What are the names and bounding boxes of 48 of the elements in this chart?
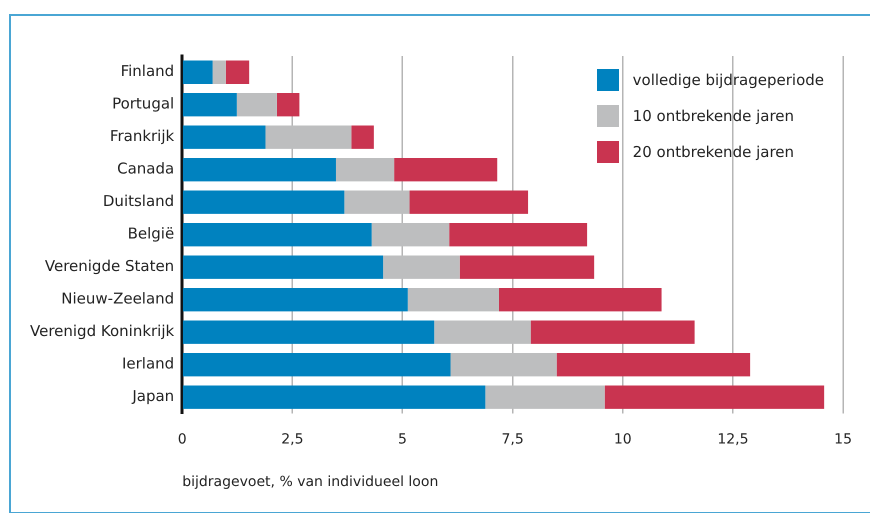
bar: [351, 126, 374, 149]
y-tick-label: België: [128, 224, 174, 243]
legend-label: 10 ontbrekende jaren: [632, 107, 794, 125]
y-tick-label: Duitsland: [102, 192, 174, 210]
bar: [276, 93, 300, 116]
x-tick-label: 7,5: [502, 431, 524, 448]
legend-label: 20 ontbrekende jaren: [632, 143, 794, 161]
y-tick-label: Ierland: [122, 354, 174, 373]
bar: [212, 60, 226, 84]
bar: [236, 93, 277, 116]
bar: [460, 255, 594, 279]
y-tick-label: Verenigde Staten: [44, 257, 174, 276]
x-tick-label: 0: [178, 431, 187, 448]
bar: [410, 190, 528, 214]
y-tick-label: Frankrijk: [110, 127, 175, 146]
x-tick-label: 15: [834, 431, 852, 448]
x-tick-label: 12,5: [717, 431, 749, 448]
bar: [182, 158, 336, 182]
bar: [336, 158, 394, 182]
bar: [182, 385, 486, 409]
bar: [182, 60, 213, 84]
x-axis-title: bijdragevoet, % van individueel loon: [182, 474, 438, 490]
bar: [556, 352, 750, 376]
bar: [530, 320, 695, 344]
bar: [182, 320, 434, 344]
bar: [604, 385, 824, 409]
bar: [408, 288, 499, 312]
y-tick-label: Japan: [131, 387, 174, 406]
bar: [226, 60, 250, 84]
y-tick-label: Canada: [117, 160, 174, 178]
x-tick-label: 10: [614, 431, 632, 448]
bar: [182, 352, 451, 376]
bar: [182, 126, 266, 149]
y-tick-label: Verenigd Koninkrijk: [30, 322, 175, 340]
bar: [394, 158, 498, 182]
y-tick-label: Finland: [120, 62, 174, 80]
legend-label: volledige bijdrageperiode: [632, 71, 824, 89]
x-tick-label: 5: [398, 431, 407, 448]
bar: [182, 223, 372, 246]
y-tick-label: Nieuw-Zeeland: [61, 290, 174, 308]
bar: [182, 190, 344, 214]
y-tick-label: Portugal: [112, 94, 174, 113]
x-tick-label: 2,5: [281, 431, 304, 448]
bar: [498, 288, 662, 312]
bar: [182, 255, 384, 279]
bar: [182, 93, 237, 116]
bar: [449, 223, 588, 246]
bar: [182, 288, 408, 312]
